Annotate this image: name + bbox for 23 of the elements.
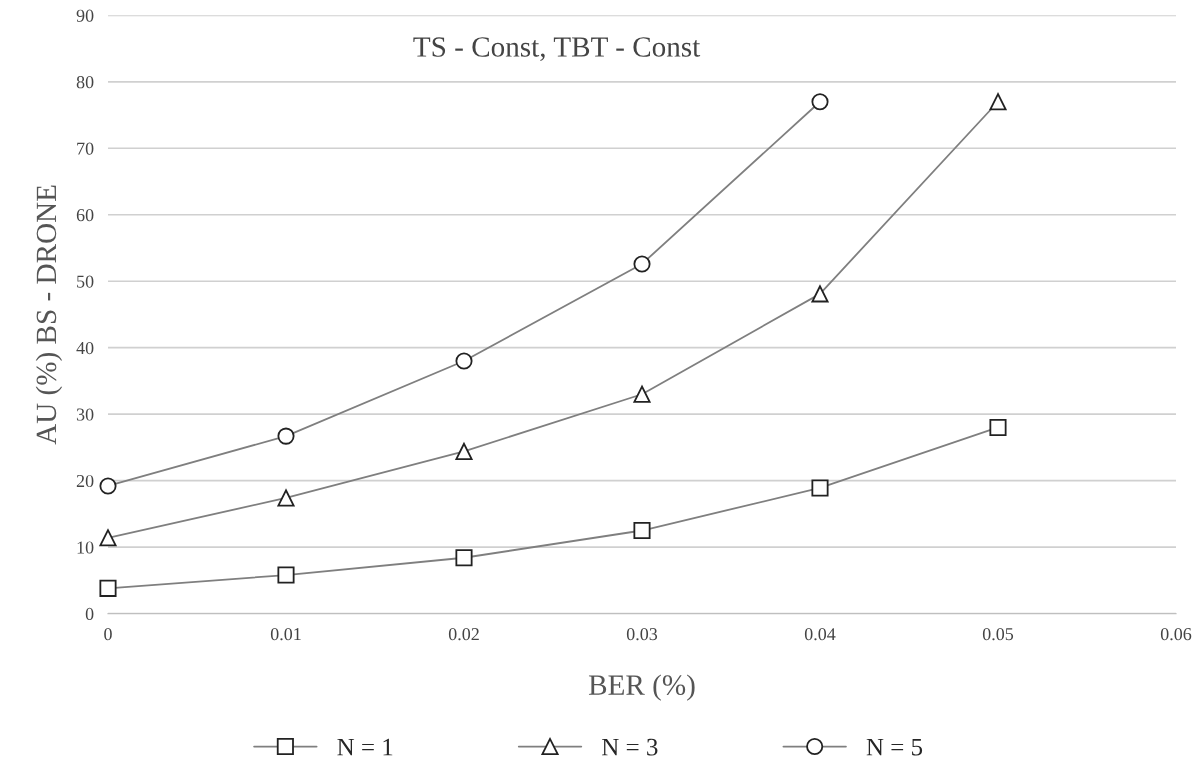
legend-label: N = 5 <box>866 738 923 756</box>
y-tick-label: 90 <box>76 9 94 22</box>
y-tick-label: 80 <box>76 76 94 89</box>
text: TS - Const, TBT - Const <box>413 37 701 61</box>
x-tick-label: 0.02 <box>448 628 479 641</box>
y-tick-label: 30 <box>76 408 94 421</box>
y-tick-label: 10 <box>77 541 94 554</box>
x-tick-label: 0.04 <box>804 628 836 641</box>
y-tick-label: 50 <box>77 275 94 288</box>
x-tick-label: 0.06 <box>1160 628 1192 641</box>
legend-label: N = 3 <box>601 738 658 756</box>
y-axis-title: AU (%) BS - DRONE <box>35 185 63 445</box>
y-tick-label: 70 <box>77 142 94 155</box>
legend-label: N = 1 <box>337 738 393 756</box>
y-tick-label: 40 <box>76 341 94 355</box>
y-tick-label: 60 <box>76 209 94 222</box>
x-axis-title: BER (%) <box>588 674 695 701</box>
x-tick-label: 0 <box>104 628 112 641</box>
x-tick-label: 0.01 <box>270 628 301 641</box>
x-tick-label: 0.05 <box>982 628 1014 641</box>
x-tick-label: 0.03 <box>626 628 658 641</box>
y-tick-label: 0 <box>85 607 94 621</box>
y-tick-label: 20 <box>76 474 94 488</box>
